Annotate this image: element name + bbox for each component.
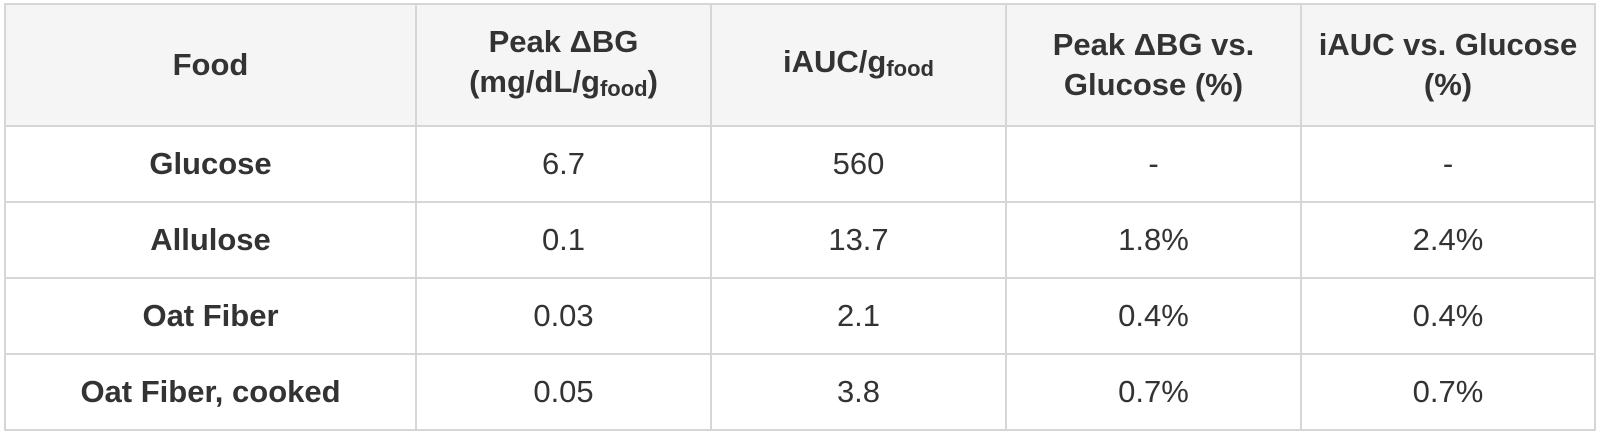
table-row: Glucose 6.7 560- - bbox=[4, 125, 1596, 203]
food-name-cell: Oat Fiber bbox=[4, 277, 417, 355]
food-name-cell: Oat Fiber, cooked bbox=[4, 353, 417, 431]
table-row: Oat Fiber, cooked 0.05 3.8 0.7% 0.7% bbox=[4, 353, 1596, 431]
food-name-cell: Glucose bbox=[4, 125, 417, 203]
header-cell: iAUC/gfood bbox=[710, 3, 1007, 127]
table-body: Glucose 6.7 560- - Allulose 0.1 13.7 1.8% 2.4% Oa… bbox=[4, 125, 1596, 431]
header-cell: Peak ΔBG vs. Glucose (%) bbox=[1005, 3, 1302, 127]
value-cell: 0.4% bbox=[1005, 277, 1302, 355]
value-cell: 6.7 bbox=[415, 125, 712, 203]
header-text: Food bbox=[172, 47, 249, 82]
value-cell: 3.8 bbox=[710, 353, 1007, 431]
header-text: Peak ΔBG vs. Glucose (%) bbox=[1052, 27, 1255, 102]
header-text: Peak ΔBG (mg/dL/g bbox=[469, 23, 639, 99]
header-cell: iAUC vs. Glucose (%) bbox=[1300, 3, 1596, 127]
value-cell: 1.8% bbox=[1005, 201, 1302, 279]
header-text-tail: ) bbox=[647, 63, 658, 99]
value-cell: - bbox=[1005, 125, 1302, 203]
value-cell: 0.05 bbox=[415, 353, 712, 431]
value-cell: 0.03 bbox=[415, 277, 712, 355]
table-row: Allulose 0.1 13.7 1.8% 2.4% bbox=[4, 201, 1596, 279]
value-cell: 0.7% bbox=[1300, 353, 1596, 431]
table-row: Oat Fiber 0.03 2.1 0.4% 0.4% bbox=[4, 277, 1596, 355]
header-row: Food Peak ΔBG (mg/dL/gfood) iAUC/gfood Peak… bbox=[4, 3, 1596, 127]
value-cell: 560 bbox=[710, 125, 1007, 203]
value-cell: 2.4% bbox=[1300, 201, 1596, 279]
data-table: Food Peak ΔBG (mg/dL/gfood) iAUC/gfood Peak… bbox=[4, 3, 1596, 431]
value-cell: 0.1 bbox=[415, 201, 712, 279]
header-cell: Food bbox=[4, 3, 417, 127]
value-cell: 2.1 bbox=[710, 277, 1007, 355]
header-text: iAUC vs. Glucose (%) bbox=[1318, 27, 1578, 102]
value-cell: 0.7% bbox=[1005, 353, 1302, 431]
header-subscript: food bbox=[599, 75, 648, 101]
food-name-cell: Allulose bbox=[4, 201, 417, 279]
header-cell: Peak ΔBG (mg/dL/gfood) bbox=[415, 3, 712, 127]
value-cell: 0.4% bbox=[1300, 277, 1596, 355]
header-subscript: food bbox=[886, 55, 934, 81]
value-cell: 13.7 bbox=[710, 201, 1007, 279]
header-text: iAUC/g bbox=[783, 43, 887, 79]
value-cell: - bbox=[1300, 125, 1596, 203]
